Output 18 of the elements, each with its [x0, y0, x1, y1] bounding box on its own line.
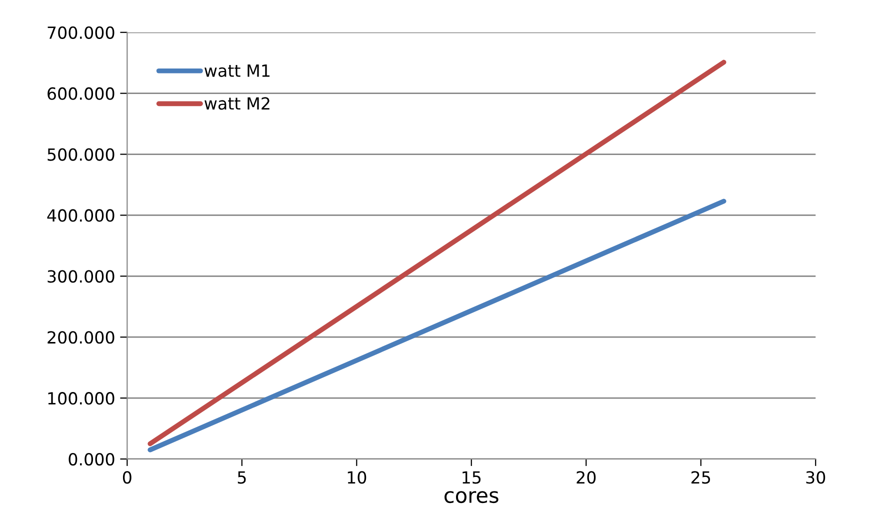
legend-label: watt M2	[204, 97, 270, 110]
x-tick-label: 15	[462, 471, 481, 484]
y-tick-label: 0.000	[68, 452, 114, 466]
legend-label: watt M1	[204, 64, 270, 77]
x-tick-label: 25	[691, 471, 710, 484]
x-tick-label: 5	[238, 471, 246, 484]
y-tick-label: 600.000	[48, 87, 114, 100]
y-tick-label: 300.000	[48, 270, 114, 283]
x-tick-label: 0	[122, 471, 132, 484]
y-tick-label: 700.000	[48, 26, 114, 39]
x-tick-label: 30	[806, 471, 826, 484]
x-axis-title: cores	[444, 491, 498, 504]
y-tick-label: 100.000	[48, 392, 114, 405]
x-tick-label: 20	[576, 471, 596, 484]
y-tick-label: 500.000	[48, 148, 114, 161]
y-tick-label: 200.000	[48, 331, 114, 344]
y-tick-label: 400.000	[47, 209, 114, 222]
x-tick-label: 10	[348, 471, 366, 484]
